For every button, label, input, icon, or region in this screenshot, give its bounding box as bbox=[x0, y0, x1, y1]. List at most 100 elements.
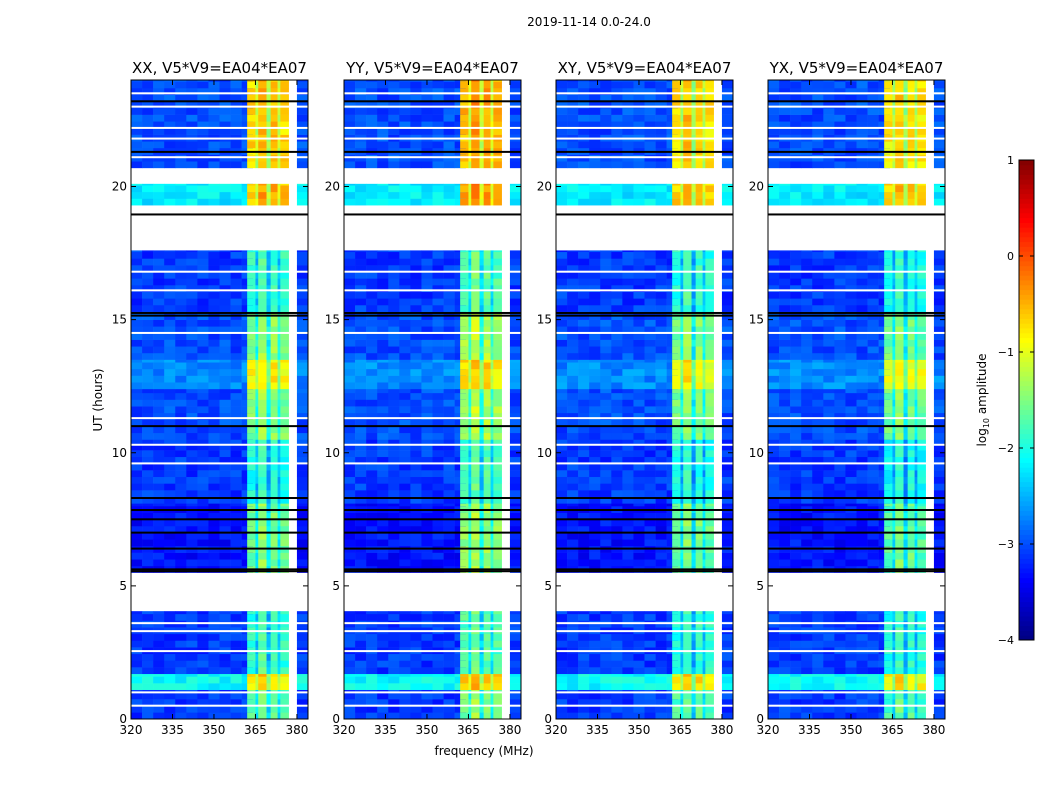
heatmap-cell bbox=[344, 161, 356, 169]
heatmap-band-cell bbox=[683, 141, 692, 149]
heatmap-cell bbox=[355, 456, 367, 464]
heatmap-band-cell bbox=[691, 368, 696, 376]
heatmap-cell bbox=[410, 496, 422, 504]
heatmap-band-cell bbox=[471, 352, 480, 360]
heatmap-band-cell bbox=[258, 80, 267, 82]
heatmap-band-cell bbox=[255, 426, 259, 434]
heatmap-cell bbox=[644, 559, 656, 567]
heatmap-cell bbox=[219, 161, 231, 169]
heatmap-band-cell bbox=[255, 265, 259, 272]
heatmap-cell bbox=[399, 375, 411, 383]
heatmap-cell bbox=[611, 285, 623, 292]
heatmap-cell bbox=[611, 653, 623, 661]
heatmap-cell bbox=[611, 251, 623, 259]
heatmap-cell bbox=[410, 80, 422, 82]
heatmap-band-cell bbox=[479, 673, 484, 677]
heatmap-cell bbox=[296, 640, 309, 648]
heatmap-band-cell bbox=[471, 613, 480, 621]
heatmap-cell bbox=[164, 332, 176, 340]
heatmap-cell bbox=[509, 683, 522, 691]
heatmap-band-cell bbox=[460, 359, 469, 363]
heatmap-cell bbox=[721, 392, 734, 400]
heatmap-band-cell bbox=[266, 705, 271, 713]
heatmap-cell bbox=[644, 368, 656, 376]
heatmap-cell bbox=[578, 362, 590, 370]
heatmap-cell bbox=[197, 406, 209, 414]
heatmap-band-cell bbox=[483, 359, 491, 363]
heatmap-cell bbox=[622, 559, 634, 567]
heatmap-cell bbox=[197, 388, 209, 394]
heatmap-cell bbox=[721, 332, 734, 340]
heatmap-cell bbox=[175, 346, 187, 354]
heatmap-cell bbox=[230, 161, 242, 169]
heatmap-band-cell bbox=[266, 291, 271, 299]
heatmap-cell bbox=[355, 683, 367, 691]
heatmap-cell bbox=[186, 653, 198, 661]
heatmap-cell bbox=[131, 470, 143, 478]
heatmap-band-cell bbox=[471, 525, 480, 533]
heatmap-band-cell bbox=[266, 406, 271, 414]
heatmap-band-cell bbox=[255, 304, 259, 312]
heatmap-band-cell bbox=[680, 450, 684, 458]
heatmap-cell bbox=[344, 399, 356, 407]
heatmap-cell bbox=[366, 362, 378, 370]
heatmap-cell bbox=[377, 352, 389, 360]
heatmap-band-cell bbox=[277, 87, 281, 95]
heatmap-cell bbox=[589, 198, 601, 206]
heatmap-cell bbox=[388, 559, 400, 567]
heatmap-cell bbox=[296, 552, 309, 560]
heatmap-band-cell bbox=[705, 667, 714, 675]
heatmap-band-cell bbox=[247, 191, 256, 199]
heatmap-cell bbox=[355, 375, 367, 383]
heatmap-band-cell bbox=[280, 258, 289, 266]
heatmap-cell bbox=[567, 185, 579, 193]
heatmap-band-cell bbox=[702, 503, 706, 507]
heatmap-cell bbox=[622, 127, 634, 135]
heatmap-cell bbox=[578, 450, 590, 458]
heatmap-cell bbox=[410, 633, 422, 641]
x-axis-label: frequency (MHz) bbox=[434, 744, 533, 758]
heatmap-cell bbox=[197, 667, 209, 675]
heatmap-cell bbox=[399, 368, 411, 376]
heatmap-band-cell bbox=[702, 339, 706, 347]
heatmap-cell bbox=[219, 673, 231, 677]
heatmap-cell bbox=[432, 552, 444, 560]
heatmap-cell bbox=[164, 114, 176, 122]
heatmap-band-cell bbox=[280, 278, 289, 286]
heatmap-band-cell bbox=[483, 346, 491, 354]
heatmap-cell bbox=[164, 375, 176, 383]
heatmap-cell bbox=[153, 362, 165, 370]
heatmap-cell bbox=[578, 399, 590, 407]
heatmap-cell bbox=[578, 503, 590, 507]
heatmap-cell bbox=[344, 382, 356, 390]
heatmap-band-cell bbox=[471, 375, 480, 383]
heatmap-cell bbox=[230, 476, 242, 484]
heatmap-band-cell bbox=[490, 362, 494, 370]
heatmap-cell bbox=[142, 80, 154, 82]
heatmap-cell bbox=[142, 127, 154, 135]
heatmap-band-cell bbox=[705, 613, 714, 621]
heatmap-cell bbox=[578, 382, 590, 390]
heatmap-cell bbox=[219, 80, 231, 82]
heatmap-band-cell bbox=[483, 450, 491, 458]
heatmap-cell bbox=[208, 332, 220, 340]
heatmap-band-cell bbox=[490, 251, 494, 259]
heatmap-band-cell bbox=[479, 368, 484, 376]
heatmap-band-cell bbox=[691, 660, 696, 668]
heatmap-cell bbox=[567, 375, 579, 383]
heatmap-cell bbox=[578, 692, 590, 700]
heatmap-band-cell bbox=[695, 291, 703, 299]
heatmap-cell bbox=[644, 712, 656, 720]
heatmap-band-cell bbox=[683, 251, 692, 259]
heatmap-cell bbox=[399, 439, 411, 444]
heatmap-cell bbox=[443, 450, 455, 458]
heatmap-cell bbox=[296, 87, 309, 95]
heatmap-band-cell bbox=[266, 191, 271, 199]
heatmap-cell bbox=[131, 362, 143, 370]
heatmap-cell bbox=[296, 412, 309, 420]
heatmap-band-cell bbox=[702, 483, 706, 491]
heatmap-band-cell bbox=[277, 388, 281, 394]
heatmap-cell bbox=[509, 559, 522, 567]
heatmap-band-cell bbox=[483, 439, 491, 444]
heatmap-cell bbox=[366, 399, 378, 407]
